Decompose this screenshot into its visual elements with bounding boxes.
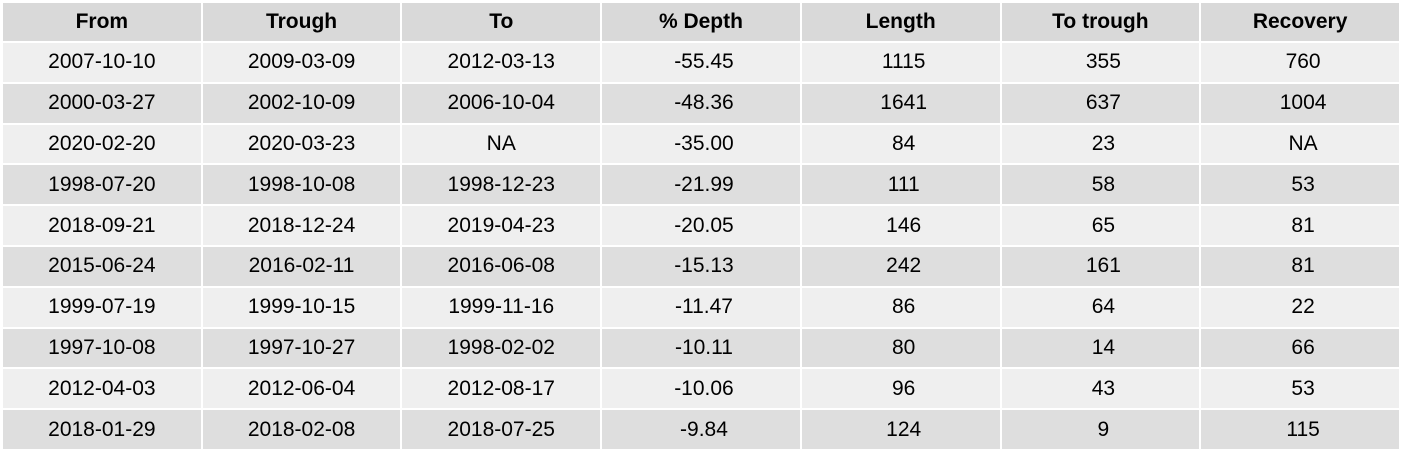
cell-to: 2016-06-08	[402, 246, 601, 286]
cell-depth: -48.36	[602, 83, 800, 123]
cell-trough: 2012-06-04	[202, 369, 401, 409]
header-to: To	[402, 3, 601, 41]
table-row: 2015-06-24 2016-02-11 2016-06-08 -15.13 242 1…	[3, 246, 1399, 286]
cell-from: 2015-06-24	[3, 246, 201, 286]
cell-depth: -15.13	[602, 246, 800, 286]
table-row: 2018-01-29 2018-02-08 2018-07-25 -9.84 124 9 1…	[3, 410, 1399, 449]
cell-depth: -35.00	[602, 124, 800, 164]
cell-recovery: 81	[1201, 206, 1399, 245]
cell-to: 1999-11-16	[402, 287, 601, 327]
cell-to: 1998-02-02	[402, 328, 601, 368]
cell-length: 146	[801, 206, 1000, 245]
header-recovery: Recovery	[1201, 3, 1399, 41]
table-row: 2000-03-27 2002-10-09 2006-10-04 -48.36 1641…	[3, 83, 1399, 123]
cell-to-trough: 355	[1001, 43, 1200, 82]
table-row: 2020-02-20 2020-03-23 NA -35.00 84 23 NA	[3, 124, 1399, 164]
header-from: From	[3, 3, 201, 41]
cell-to: 1998-12-23	[402, 165, 601, 205]
cell-length: 242	[801, 246, 1000, 286]
cell-from: 1997-10-08	[3, 328, 201, 368]
cell-from: 1999-07-19	[3, 287, 201, 327]
cell-to-trough: 161	[1001, 246, 1200, 286]
cell-length: 1115	[801, 43, 1000, 82]
cell-recovery: 22	[1201, 287, 1399, 327]
cell-from: 2012-04-03	[3, 369, 201, 409]
cell-to: 2012-08-17	[402, 369, 601, 409]
cell-recovery: 66	[1201, 328, 1399, 368]
cell-from: 2007-10-10	[3, 43, 201, 82]
header-to-trough: To trough	[1001, 3, 1200, 41]
cell-recovery: 53	[1201, 369, 1399, 409]
cell-trough: 2002-10-09	[202, 83, 401, 123]
cell-to-trough: 23	[1001, 124, 1200, 164]
cell-depth: -55.45	[602, 43, 800, 82]
table-row: 1999-07-19 1999-10-15 1999-11-16 -11.47 86 64…	[3, 287, 1399, 327]
cell-trough: 1998-10-08	[202, 165, 401, 205]
header-trough: Trough	[202, 3, 401, 41]
header-depth: % Depth	[602, 3, 800, 41]
cell-to-trough: 43	[1001, 369, 1200, 409]
table-row: 2007-10-10 2009-03-09 2012-03-13 -55.45 1115…	[3, 43, 1399, 82]
cell-to-trough: 9	[1001, 410, 1200, 449]
cell-length: 1641	[801, 83, 1000, 123]
cell-from: 2000-03-27	[3, 83, 201, 123]
header-row: From Trough To % Depth Length To trough …	[3, 3, 1399, 41]
cell-length: 124	[801, 410, 1000, 449]
cell-to: NA	[402, 124, 601, 164]
cell-trough: 2009-03-09	[202, 43, 401, 82]
cell-trough: 2020-03-23	[202, 124, 401, 164]
cell-to: 2012-03-13	[402, 43, 601, 82]
table-row: 1997-10-08 1997-10-27 1998-02-02 -10.11 80 14…	[3, 328, 1399, 368]
cell-trough: 2018-02-08	[202, 410, 401, 449]
header-length: Length	[801, 3, 1000, 41]
cell-recovery: 115	[1201, 410, 1399, 449]
cell-depth: -11.47	[602, 287, 800, 327]
table-row: 1998-07-20 1998-10-08 1998-12-23 -21.99 111 5…	[3, 165, 1399, 205]
table-row: 2012-04-03 2012-06-04 2012-08-17 -10.06 96 43…	[3, 369, 1399, 409]
cell-depth: -10.06	[602, 369, 800, 409]
cell-trough: 2016-02-11	[202, 246, 401, 286]
cell-to: 2019-04-23	[402, 206, 601, 245]
cell-length: 96	[801, 369, 1000, 409]
cell-depth: -20.05	[602, 206, 800, 245]
cell-from: 2018-01-29	[3, 410, 201, 449]
cell-recovery: 1004	[1201, 83, 1399, 123]
cell-trough: 1999-10-15	[202, 287, 401, 327]
cell-length: 80	[801, 328, 1000, 368]
cell-depth: -21.99	[602, 165, 800, 205]
cell-length: 86	[801, 287, 1000, 327]
cell-to-trough: 637	[1001, 83, 1200, 123]
cell-to-trough: 58	[1001, 165, 1200, 205]
cell-to-trough: 64	[1001, 287, 1200, 327]
cell-recovery: 760	[1201, 43, 1399, 82]
table-body: 2007-10-10 2009-03-09 2012-03-13 -55.45 1115…	[3, 43, 1399, 449]
cell-from: 2020-02-20	[3, 124, 201, 164]
cell-recovery: 53	[1201, 165, 1399, 205]
cell-to-trough: 14	[1001, 328, 1200, 368]
cell-length: 84	[801, 124, 1000, 164]
cell-from: 2018-09-21	[3, 206, 201, 245]
cell-from: 1998-07-20	[3, 165, 201, 205]
cell-recovery: NA	[1201, 124, 1399, 164]
cell-trough: 2018-12-24	[202, 206, 401, 245]
cell-trough: 1997-10-27	[202, 328, 401, 368]
cell-to-trough: 65	[1001, 206, 1200, 245]
cell-depth: -9.84	[602, 410, 800, 449]
cell-to: 2018-07-25	[402, 410, 601, 449]
cell-depth: -10.11	[602, 328, 800, 368]
cell-to: 2006-10-04	[402, 83, 601, 123]
table-row: 2018-09-21 2018-12-24 2019-04-23 -20.05 146 6…	[3, 206, 1399, 245]
cell-length: 111	[801, 165, 1000, 205]
cell-recovery: 81	[1201, 246, 1399, 286]
